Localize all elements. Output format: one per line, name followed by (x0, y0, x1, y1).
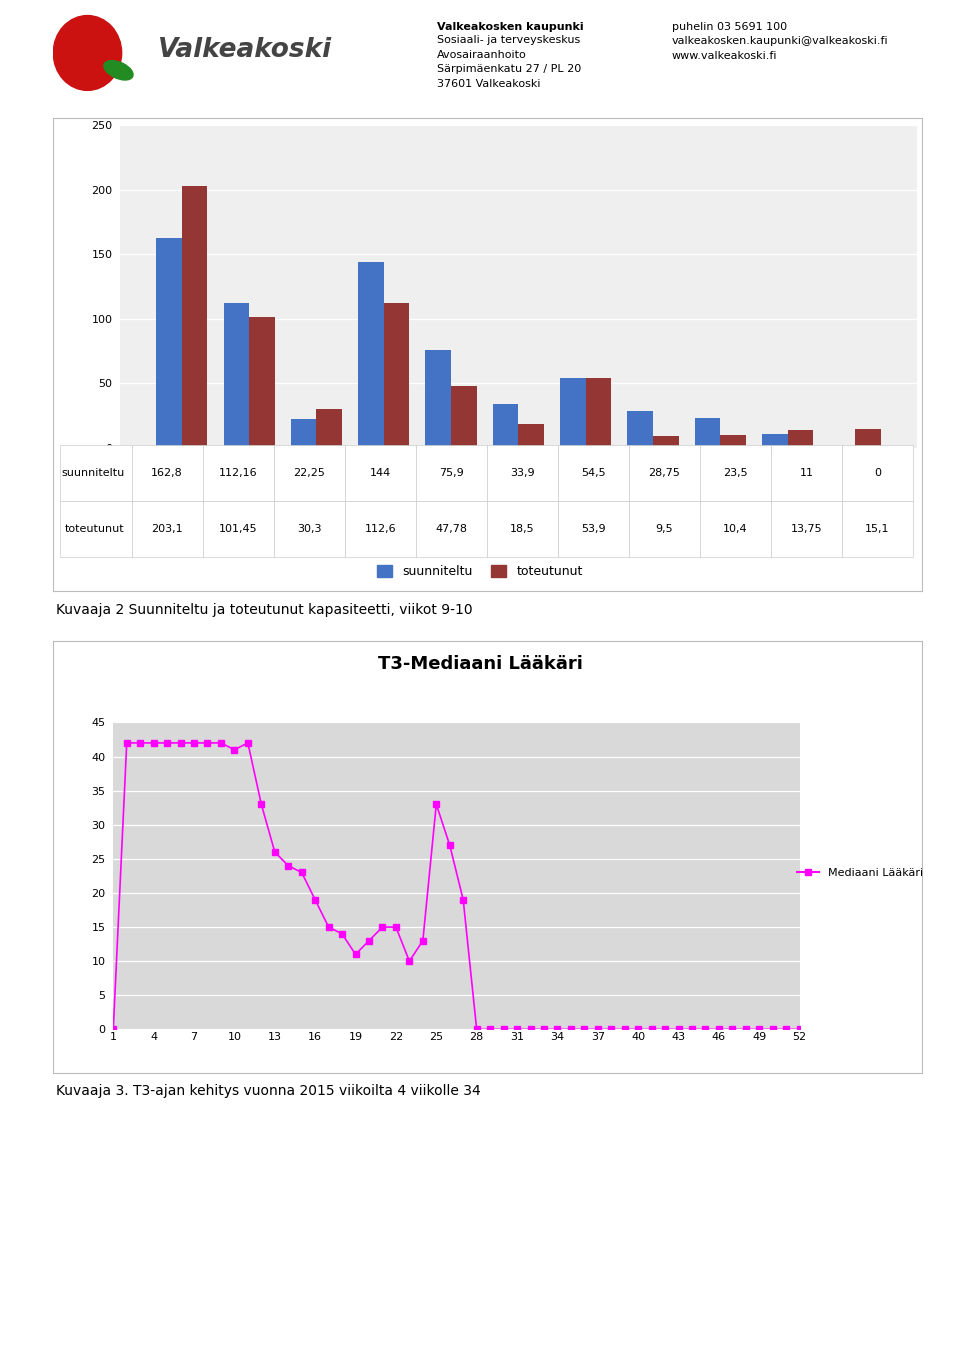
Bar (156, 238, 181, 448)
Legend: Mediaani Lääkäri: Mediaani Lääkäri (792, 862, 927, 883)
Bar (788, 430, 813, 448)
Ellipse shape (104, 61, 133, 80)
Bar (451, 387, 477, 448)
Bar (560, 378, 586, 448)
Legend: suunniteltu, toteutunut: suunniteltu, toteutunut (372, 561, 588, 583)
Bar (586, 379, 612, 448)
Bar (249, 316, 275, 448)
Bar (358, 262, 384, 448)
Bar (291, 420, 317, 448)
Bar (518, 424, 544, 448)
Bar (695, 418, 720, 448)
Text: Sosiaali- ja terveyskeskus
Avosairaanhoito
Särpimäenkatu 27 / PL 20
37601 Valkea: Sosiaali- ja terveyskeskus Avosairaanhoi… (437, 35, 581, 88)
Bar (317, 409, 342, 448)
Bar (384, 303, 409, 448)
Text: Kuvaaja 2 Suunniteltu ja toteutunut kapasiteetti, viikot 9-10: Kuvaaja 2 Suunniteltu ja toteutunut kapa… (56, 603, 472, 617)
Bar (492, 405, 518, 448)
Bar (224, 303, 249, 448)
Bar (653, 436, 679, 448)
Ellipse shape (53, 15, 122, 91)
Bar (720, 435, 746, 448)
Text: puhelin 03 5691 100
valkeakosken.kaupunki@valkeakoski.fi
www.valkeakoski.fi: puhelin 03 5691 100 valkeakosken.kaupunk… (672, 22, 889, 61)
Text: www.valkeakoski.fi: www.valkeakoski.fi (96, 1321, 254, 1338)
Text: Valkeakoski: Valkeakoski (158, 37, 332, 64)
Bar (425, 350, 451, 448)
Text: Kuvaaja 3. T3-ajan kehitys vuonna 2015 viikoilta 4 viikolle 34: Kuvaaja 3. T3-ajan kehitys vuonna 2015 v… (56, 1084, 480, 1097)
Bar (628, 411, 653, 448)
Bar (855, 429, 880, 448)
Bar (762, 435, 788, 448)
Bar (181, 186, 207, 448)
Text: T3-Mediaani Lääkäri: T3-Mediaani Lääkäri (377, 655, 583, 672)
Text: Valkeakosken kaupunki: Valkeakosken kaupunki (437, 22, 584, 31)
